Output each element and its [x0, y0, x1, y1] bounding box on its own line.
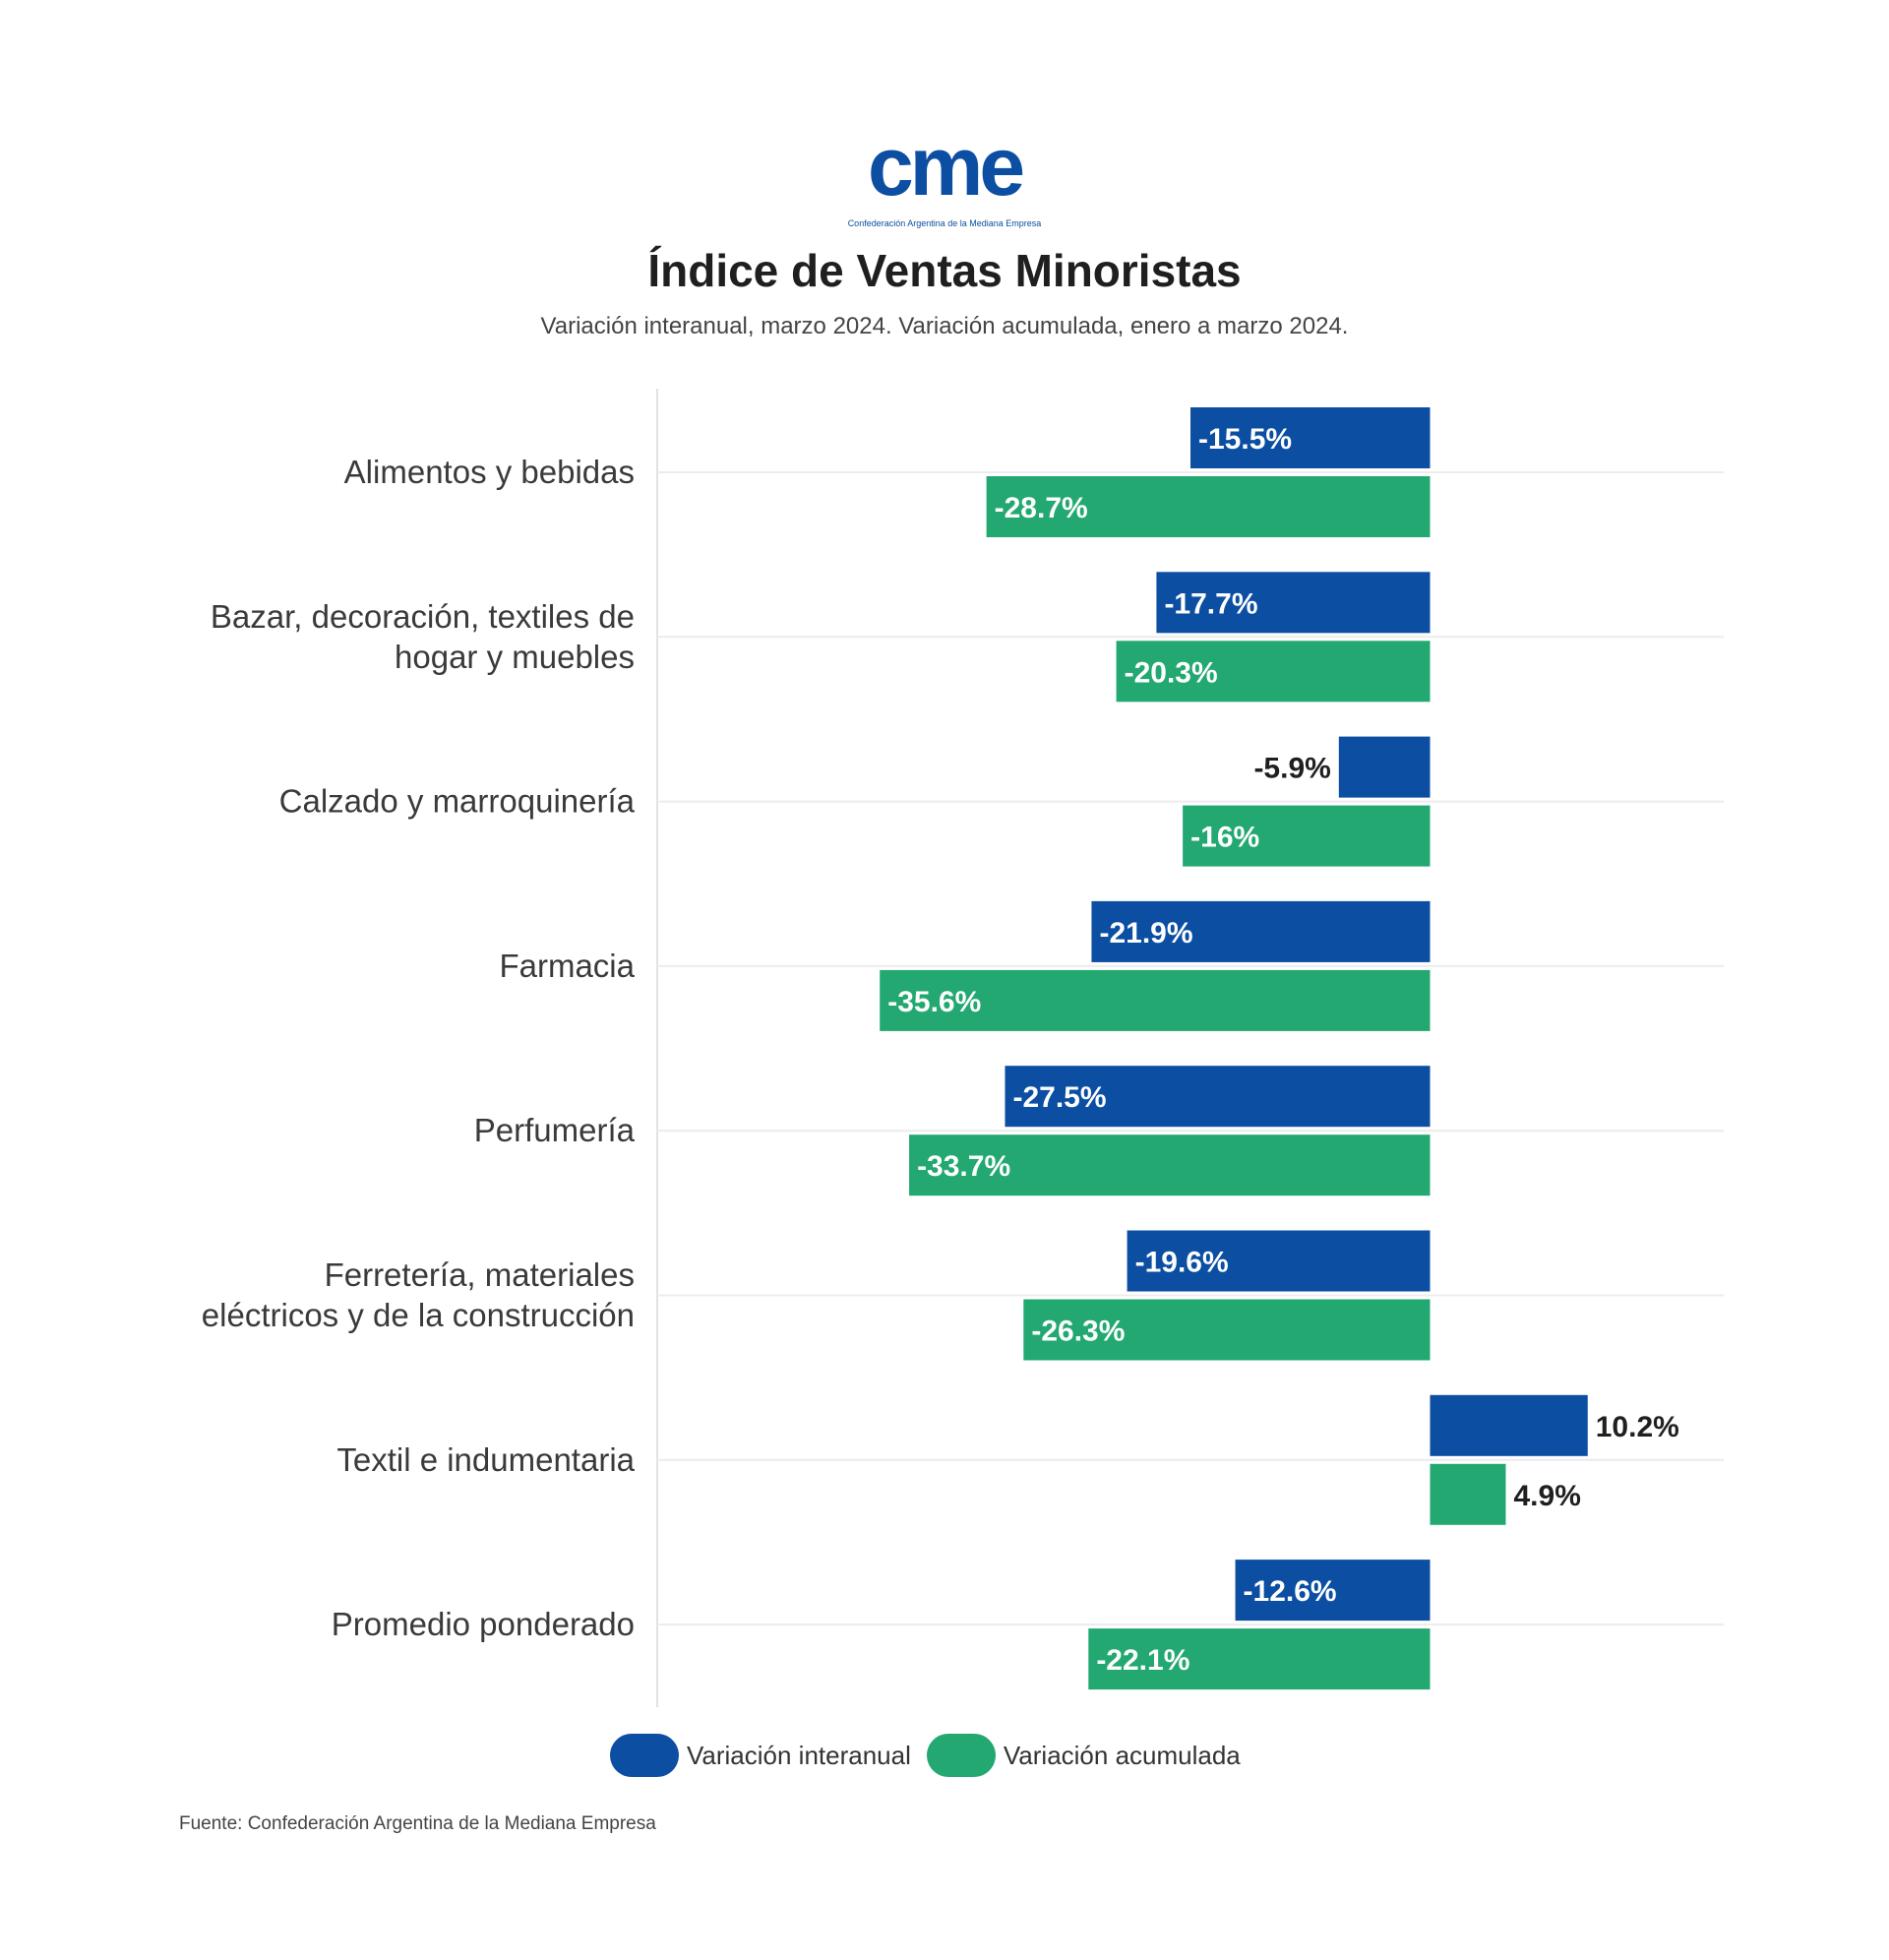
bar-acumulada — [1088, 1628, 1431, 1690]
category-label: Promedio ponderado — [332, 1606, 635, 1642]
bar-acumulada — [1116, 641, 1431, 703]
bar-interanual — [1430, 1394, 1588, 1456]
data-label: -35.6% — [887, 986, 981, 1018]
bar-interanual — [1005, 1066, 1431, 1128]
data-label: -17.7% — [1164, 587, 1257, 620]
category-label: Alimentos y bebidas — [344, 454, 635, 490]
data-label: -26.3% — [1031, 1316, 1125, 1348]
data-label: -33.7% — [917, 1150, 1010, 1183]
legend-label-interanual: Variación interanual — [687, 1740, 911, 1770]
category-label: Perfumería — [474, 1112, 636, 1148]
chart-subtitle: Variación interanual, marzo 2024. Variac… — [540, 313, 1349, 339]
legend-swatch-acumulada — [926, 1734, 996, 1777]
legend-label-acumulada: Variación acumulada — [1003, 1740, 1241, 1770]
data-label: -22.1% — [1096, 1644, 1189, 1677]
bar-acumulada — [1430, 1463, 1506, 1525]
bar-acumulada — [1183, 805, 1431, 867]
category-label: Calzado y marroquinería — [279, 783, 636, 820]
data-label: -28.7% — [995, 492, 1088, 524]
cme-logo: cme Confederación Argentina de la Median… — [848, 126, 1042, 228]
bar-acumulada — [880, 969, 1431, 1031]
bar-interanual — [1235, 1560, 1431, 1622]
bar-acumulada — [986, 476, 1431, 537]
data-label: 10.2% — [1596, 1411, 1679, 1443]
category-label: Textil e indumentaria — [336, 1441, 635, 1478]
category-label: Farmacia — [499, 948, 635, 984]
legend: Variación interanual Variación acumulada — [610, 1734, 1256, 1777]
data-label: -12.6% — [1244, 1575, 1337, 1608]
source-note: Fuente: Confederación Argentina de la Me… — [179, 1813, 656, 1834]
data-label: -27.5% — [1012, 1081, 1106, 1114]
legend-item-acumulada: Variación acumulada — [926, 1734, 1241, 1777]
data-label: -20.3% — [1125, 656, 1218, 689]
chart-title: Índice de Ventas Minoristas — [647, 245, 1242, 296]
bar-interanual — [1127, 1230, 1431, 1292]
logo-mark: cme — [868, 126, 1022, 213]
bar-interanual — [1190, 407, 1431, 468]
bar-interanual — [1091, 900, 1431, 962]
data-label: -15.5% — [1198, 423, 1292, 456]
data-label: 4.9% — [1513, 1480, 1580, 1512]
data-label: -19.6% — [1135, 1247, 1229, 1279]
data-label: -21.9% — [1099, 917, 1192, 949]
bar-interanual — [1156, 572, 1431, 634]
legend-item-interanual: Variación interanual — [610, 1734, 911, 1777]
bar-acumulada — [909, 1134, 1431, 1196]
data-label: -16% — [1190, 822, 1259, 854]
category-label: Ferretería, materiales eléctricos y de la… — [202, 1256, 635, 1333]
bar-interanual — [1338, 736, 1431, 798]
logo-org-name: Confederación Argentina de la Mediana Em… — [848, 218, 1042, 228]
category-label: Bazar, decoración, textiles de hogar y mu… — [211, 598, 635, 675]
data-label: -5.9% — [1253, 753, 1330, 785]
bar-acumulada — [1023, 1299, 1431, 1361]
legend-swatch-interanual — [610, 1734, 679, 1777]
